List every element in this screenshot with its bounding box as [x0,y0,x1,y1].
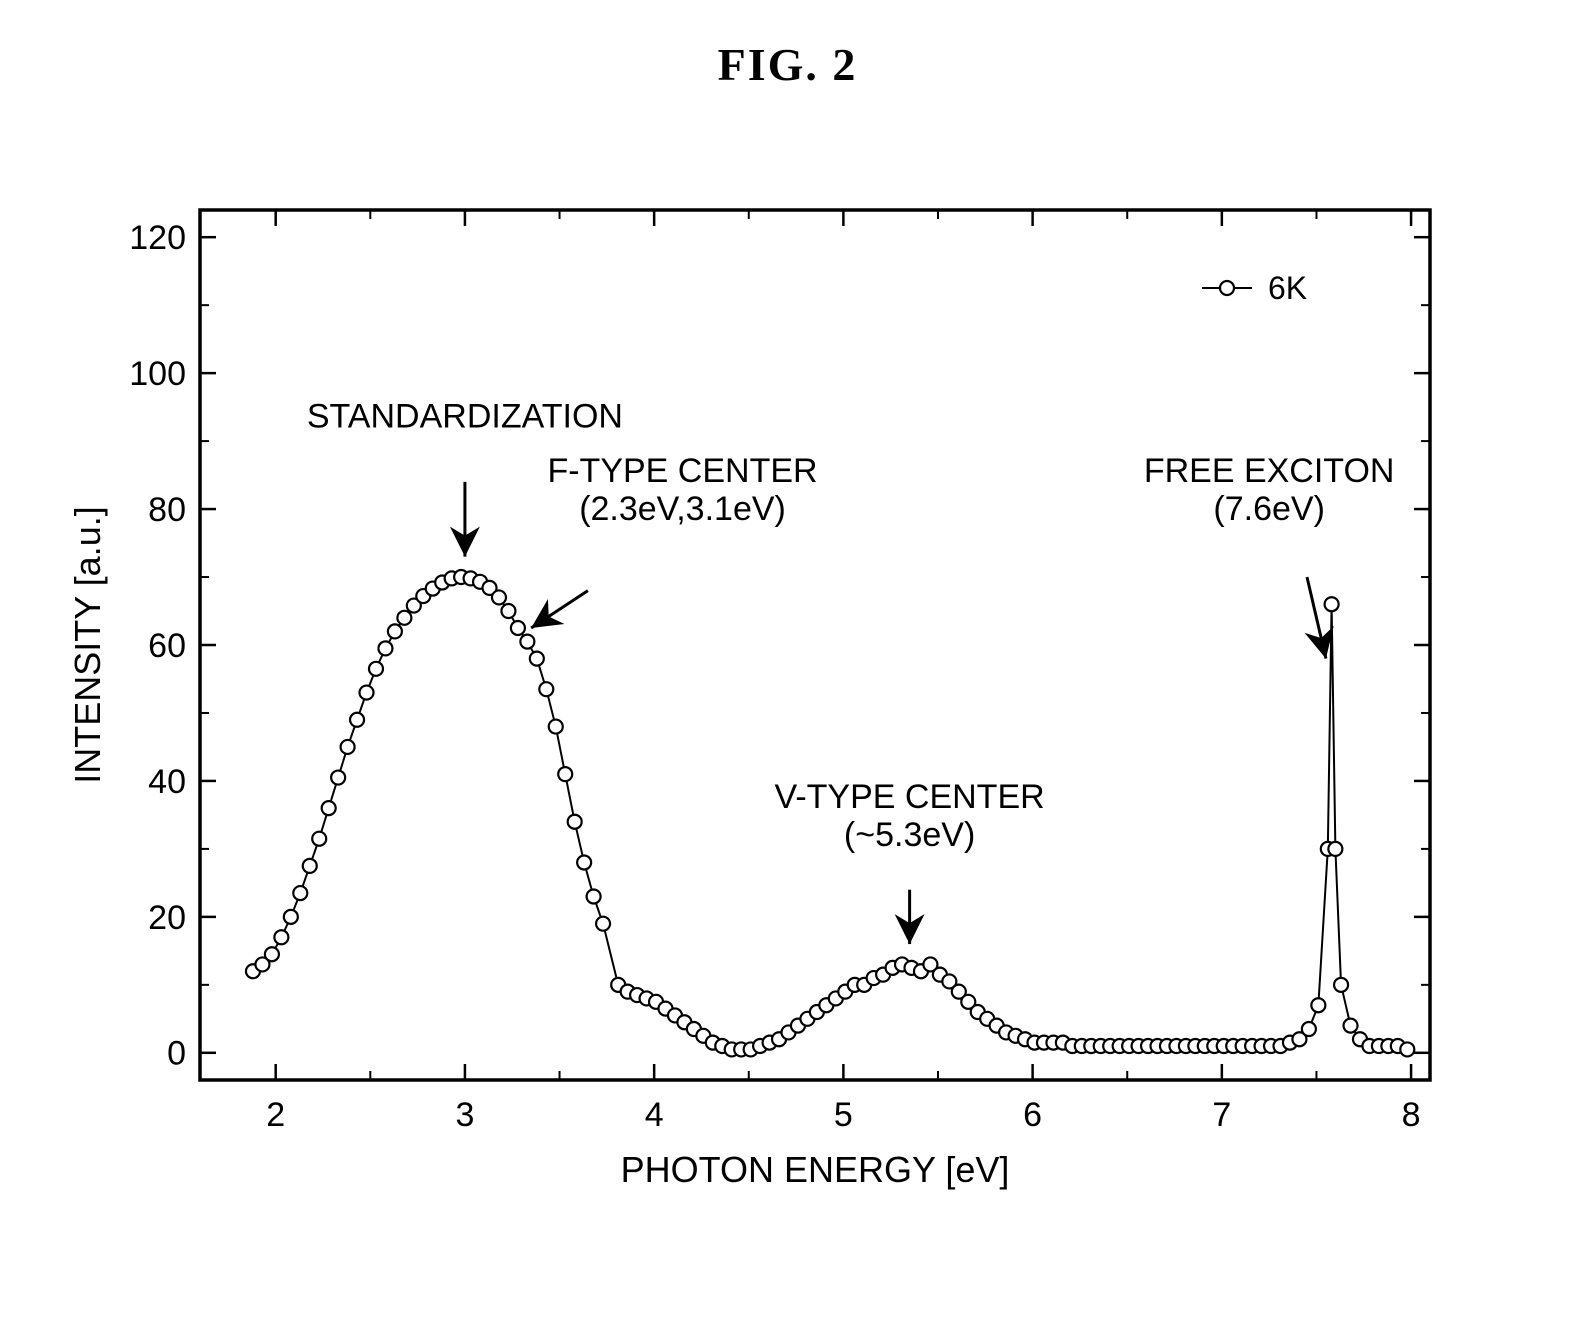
annotation-free-exciton: FREE EXCITON [1144,452,1395,490]
data-point [274,930,288,944]
data-point [549,720,563,734]
annotation-standardization: STANDARDIZATION [307,398,623,436]
data-point [322,801,336,815]
data-point [265,947,279,961]
data-point [520,635,534,649]
data-point [1328,842,1342,856]
data-point [492,590,506,604]
data-point [293,886,307,900]
data-point [378,641,392,655]
x-tick-label: 4 [645,1096,664,1134]
data-point [577,856,591,870]
legend-marker-icon [1220,281,1234,295]
data-point [568,815,582,829]
data-point [350,713,364,727]
data-point [388,624,402,638]
data-point [1311,998,1325,1012]
data-point [369,662,383,676]
y-tick-label: 120 [129,219,186,257]
data-point [1400,1042,1414,1056]
data-point [558,767,572,781]
y-tick-label: 40 [148,763,186,801]
data-point [1302,1022,1316,1036]
y-tick-label: 20 [148,899,186,937]
legend-label: 6K [1268,270,1307,306]
x-tick-label: 8 [1402,1096,1421,1134]
data-point [341,740,355,754]
x-axis-label: PHOTON ENERGY [eV] [621,1149,1010,1190]
data-point [1325,597,1339,611]
data-point [530,652,544,666]
y-tick-label: 60 [148,627,186,665]
annotation-f-type: (2.3eV,3.1eV) [579,490,786,528]
y-tick-label: 0 [167,1035,186,1073]
data-point [331,771,345,785]
data-point [1344,1019,1358,1033]
data-point [596,917,610,931]
y-tick-label: 100 [129,355,186,393]
data-point [539,682,553,696]
data-point [587,889,601,903]
annotation-v-type: (~5.3eV) [844,816,975,854]
y-axis-label: INTENSITY [a.u.] [67,506,108,783]
y-tick-label: 80 [148,491,186,529]
data-point [397,611,411,625]
data-point [303,859,317,873]
figure-title: FIG. 2 [0,38,1575,91]
annotation-f-type: F-TYPE CENTER [547,452,817,490]
data-point [360,686,374,700]
data-point [284,910,298,924]
x-tick-label: 5 [834,1096,853,1134]
x-tick-label: 3 [455,1096,474,1134]
data-point [312,832,326,846]
data-point [1334,978,1348,992]
data-point [511,621,525,635]
x-tick-label: 6 [1023,1096,1042,1134]
x-tick-label: 2 [266,1096,285,1134]
data-point [501,604,515,618]
annotation-free-exciton: (7.6eV) [1213,490,1325,528]
annotation-v-type: V-TYPE CENTER [775,778,1045,816]
x-tick-label: 7 [1212,1096,1231,1134]
spectrum-chart: 2 3 4 5 6 7 8 PHOTON ENERGY [eV] 0 20 40 60 80 100 120… [0,150,1575,1330]
